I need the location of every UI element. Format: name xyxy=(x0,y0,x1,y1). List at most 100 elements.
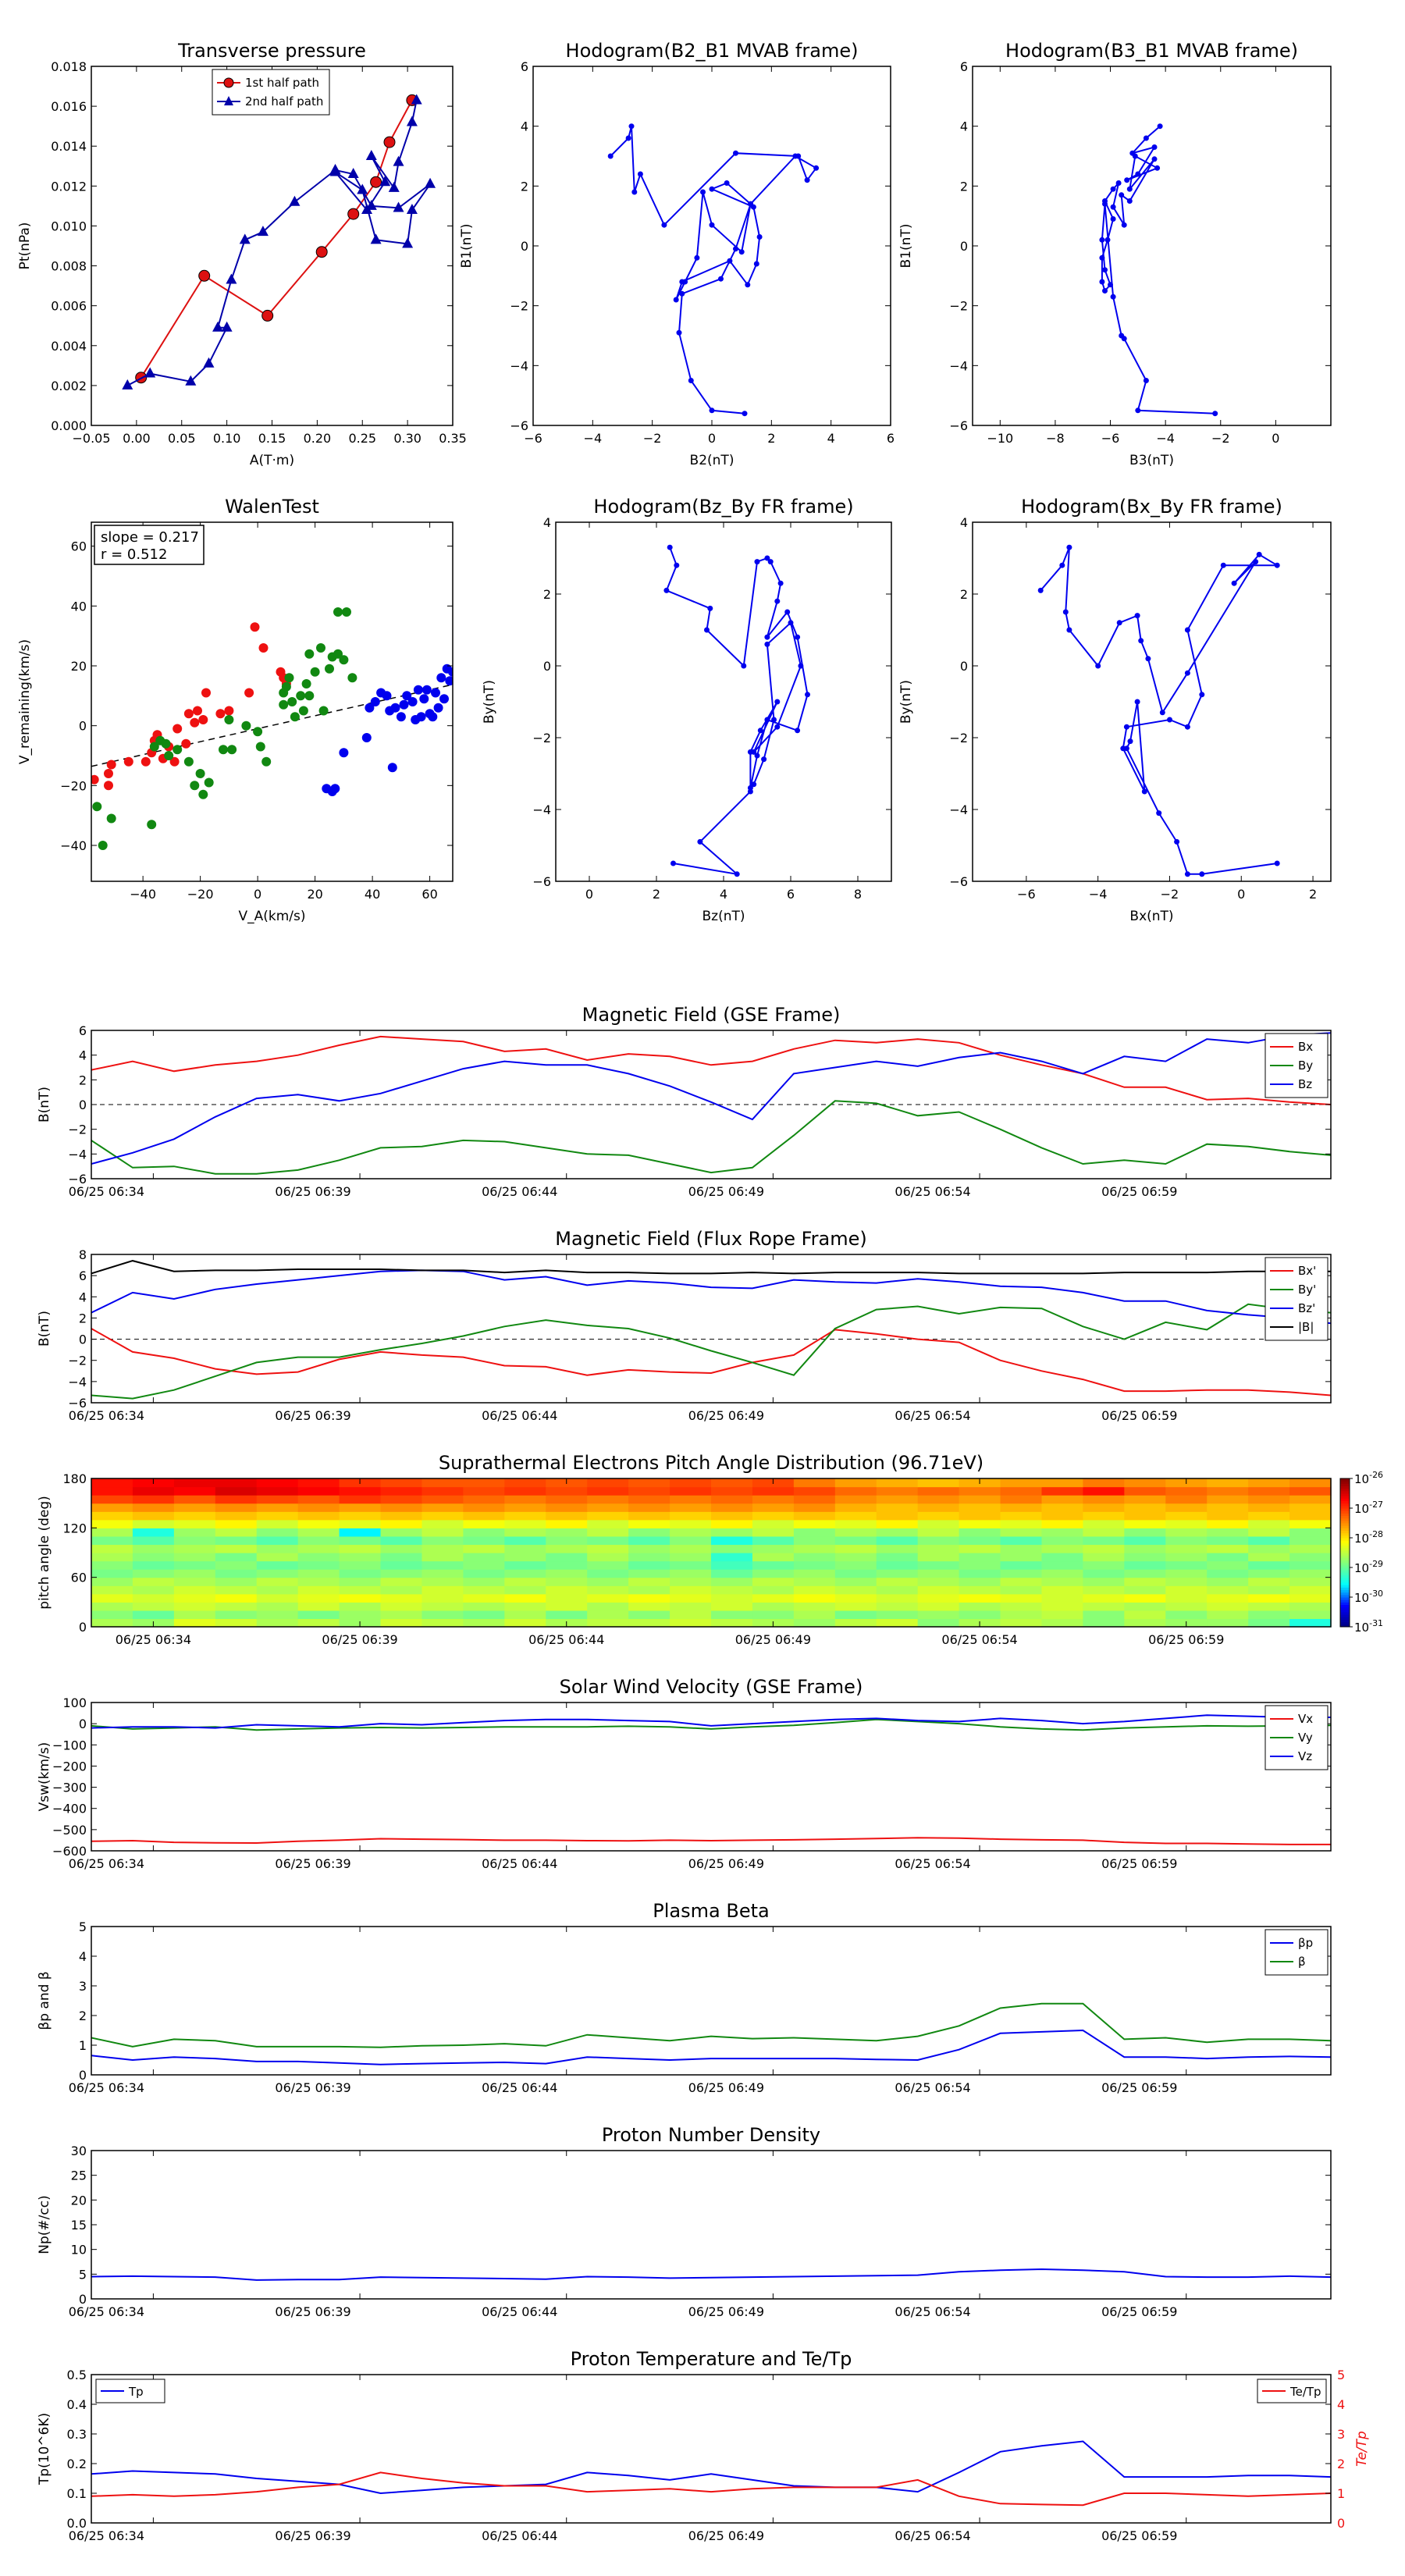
x-tick-label: 0.15 xyxy=(258,431,286,446)
data-point xyxy=(771,717,777,723)
heatmap-cell xyxy=(628,1602,670,1611)
y-tick-label-right: 0 xyxy=(1337,2516,1345,2531)
legend-label: Vz xyxy=(1298,1749,1312,1763)
data-point xyxy=(1116,620,1122,626)
x-tick-label: 4 xyxy=(720,887,727,902)
heatmap-cell xyxy=(1165,1577,1208,1586)
heatmap-cell xyxy=(91,1511,133,1521)
x-tick-label: 06/25 06:44 xyxy=(482,2304,557,2319)
heatmap-cell xyxy=(91,1618,133,1628)
heatmap-cell xyxy=(504,1486,546,1496)
heatmap-cell xyxy=(628,1577,670,1586)
heatmap-cell xyxy=(628,1610,670,1620)
series-Np xyxy=(91,2268,1331,2281)
data-point xyxy=(287,697,297,706)
heatmap-cell xyxy=(1165,1560,1208,1570)
y-tick-label-right: 4 xyxy=(1337,2397,1345,2412)
data-point xyxy=(1184,627,1190,633)
data-point xyxy=(342,607,351,617)
x-tick-label: 06/25 06:54 xyxy=(895,2528,970,2543)
heatmap-cell xyxy=(91,1560,133,1570)
heatmap-cell xyxy=(1000,1535,1043,1546)
y-tick-label: 0.5 xyxy=(67,2368,87,2382)
series-Bz' xyxy=(91,1269,1331,1325)
data-point xyxy=(1059,562,1065,568)
heatmap-cell xyxy=(1124,1503,1166,1512)
heatmap-cell xyxy=(297,1610,340,1620)
heatmap-cell xyxy=(587,1519,629,1528)
heatmap-cell xyxy=(711,1528,753,1537)
series-line xyxy=(610,126,818,415)
heatmap-cell xyxy=(1083,1528,1125,1537)
data-point xyxy=(330,784,340,794)
chart-title: Proton Number Density xyxy=(602,2124,820,2146)
y-tick-label: 2 xyxy=(960,179,968,194)
heatmap-cell xyxy=(1248,1478,1290,1488)
heatmap-cell xyxy=(834,1569,877,1578)
data-point xyxy=(795,728,801,734)
y-tick-label: 20 xyxy=(71,2193,87,2208)
x-tick-label: 20 xyxy=(307,887,322,902)
heatmap-cell xyxy=(834,1593,877,1603)
x-tick-label: 6 xyxy=(787,887,795,902)
y-axis-label: By(nT) xyxy=(898,680,914,724)
data-point xyxy=(318,706,329,716)
data-point xyxy=(388,181,400,192)
colorbar-segment xyxy=(1340,1617,1350,1620)
heatmap-cell xyxy=(1289,1544,1332,1553)
heatmap-cell xyxy=(834,1618,877,1628)
heatmap-cell xyxy=(297,1528,340,1537)
heatmap-cell xyxy=(339,1569,382,1578)
heatmap-cell xyxy=(422,1560,464,1570)
series-line xyxy=(91,1035,1331,1105)
heatmap-cell xyxy=(91,1569,133,1578)
heatmap-cell xyxy=(793,1602,836,1611)
x-tick-label: 60 xyxy=(422,887,437,902)
colorbar-segment xyxy=(1340,1523,1350,1526)
heatmap-cell xyxy=(1289,1511,1332,1521)
x-tick-label: 0.20 xyxy=(304,431,332,446)
heatmap-cell xyxy=(504,1569,546,1578)
heatmap-cell xyxy=(876,1553,919,1562)
heatmap-cell xyxy=(628,1495,670,1504)
y-tick-label: 2 xyxy=(960,587,968,602)
data-point xyxy=(661,222,667,228)
x-axis-label: V_A(km/s) xyxy=(238,909,305,924)
heatmap-cell xyxy=(463,1544,505,1553)
y-tick-label: −2 xyxy=(949,731,968,745)
x-tick-label: −4 xyxy=(1089,887,1108,902)
data-point xyxy=(1151,144,1158,150)
x-tick-label: 0.05 xyxy=(168,431,196,446)
heatmap-cell xyxy=(1207,1610,1249,1620)
data-point xyxy=(1099,237,1105,243)
x-tick-label: 06/25 06:39 xyxy=(275,2304,350,2319)
heatmap-cell xyxy=(173,1577,216,1586)
colorbar-segment xyxy=(1340,1553,1350,1556)
data-point xyxy=(1110,294,1116,300)
heatmap-cell xyxy=(1289,1610,1332,1620)
colorbar-segment xyxy=(1340,1538,1350,1541)
heatmap-cell xyxy=(834,1503,877,1512)
heatmap-cell xyxy=(422,1577,464,1586)
heatmap-cell xyxy=(1124,1553,1166,1562)
y-tick-label: 100 xyxy=(62,1695,87,1710)
y-tick-label-right: 2 xyxy=(1337,2457,1345,2471)
heatmap-cell xyxy=(670,1495,712,1504)
heatmap-cell xyxy=(380,1585,423,1595)
heatmap-cell xyxy=(917,1503,960,1512)
heatmap-cell xyxy=(504,1544,546,1553)
heatmap-cell xyxy=(215,1544,258,1553)
heatmap-cell xyxy=(587,1528,629,1537)
legend: Bx' By' Bz' |B| xyxy=(1264,1257,1329,1341)
y-tick-label: −4 xyxy=(68,1147,87,1162)
heatmap-cell xyxy=(670,1511,712,1521)
data-point xyxy=(727,258,733,264)
y-axis-label: By(nT) xyxy=(482,680,497,724)
heatmap-cell xyxy=(959,1495,1001,1504)
heatmap-cell xyxy=(670,1486,712,1496)
series-line xyxy=(665,546,809,876)
colorbar-tick-exponent: -31 xyxy=(1369,1618,1383,1628)
heatmap-cell xyxy=(752,1511,795,1521)
heatmap-cell xyxy=(1041,1569,1083,1578)
